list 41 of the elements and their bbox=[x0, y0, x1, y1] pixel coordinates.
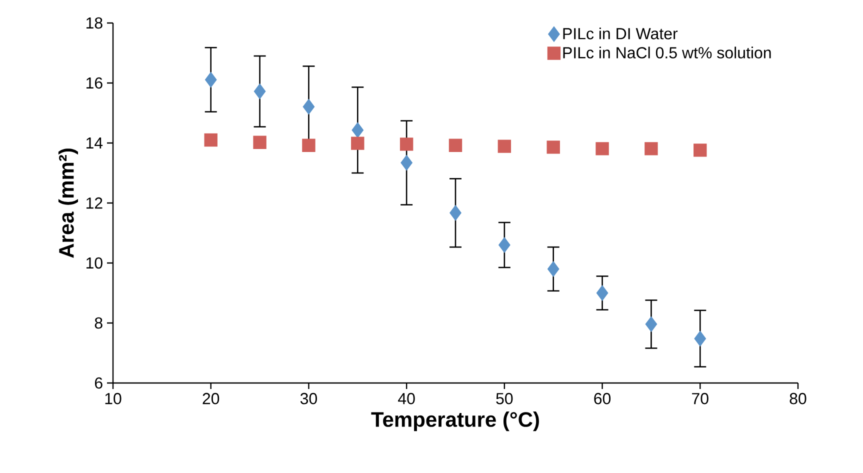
x-tick-label: 30 bbox=[300, 392, 317, 404]
point bbox=[400, 155, 412, 170]
y-tick-label: 8 bbox=[94, 317, 102, 329]
point bbox=[351, 136, 364, 150]
point bbox=[596, 285, 608, 301]
x-tick-label: 70 bbox=[692, 392, 708, 404]
y-tick-label: 16 bbox=[86, 77, 102, 89]
y-tick-label: 14 bbox=[86, 137, 103, 148]
x-tick-label: 20 bbox=[202, 392, 220, 404]
point bbox=[645, 316, 658, 332]
x-tick-label: 40 bbox=[398, 392, 415, 404]
point bbox=[548, 261, 560, 277]
x-tick-label: 60 bbox=[594, 392, 611, 404]
point bbox=[253, 136, 266, 149]
legend-label: PILc in DI Water bbox=[563, 28, 678, 40]
point bbox=[546, 140, 560, 154]
point bbox=[302, 138, 316, 152]
point bbox=[694, 144, 707, 157]
point bbox=[302, 99, 315, 114]
y-axis-title: Area (mm²) bbox=[58, 148, 78, 258]
y-tick-label: 18 bbox=[86, 17, 102, 29]
y-tick-label: 6 bbox=[94, 377, 102, 389]
point bbox=[352, 122, 364, 138]
point bbox=[254, 84, 266, 99]
point bbox=[205, 72, 217, 88]
point bbox=[498, 237, 510, 253]
x-tick-label: 80 bbox=[790, 392, 806, 404]
point bbox=[644, 142, 658, 156]
point bbox=[694, 330, 706, 346]
legend-label: PILc in NaCl 0.5 wt% solution bbox=[563, 46, 771, 58]
point bbox=[450, 205, 462, 220]
point bbox=[448, 138, 462, 152]
x-tick-label: 50 bbox=[496, 392, 513, 404]
y-tick-label: 12 bbox=[86, 197, 102, 209]
point bbox=[204, 133, 218, 147]
point bbox=[596, 142, 609, 156]
point bbox=[400, 138, 414, 151]
x-axis-title: Temperature (°C) bbox=[371, 412, 539, 432]
y-tick-label: 10 bbox=[86, 257, 102, 269]
x-tick-label: 10 bbox=[105, 392, 122, 404]
point bbox=[498, 140, 512, 153]
